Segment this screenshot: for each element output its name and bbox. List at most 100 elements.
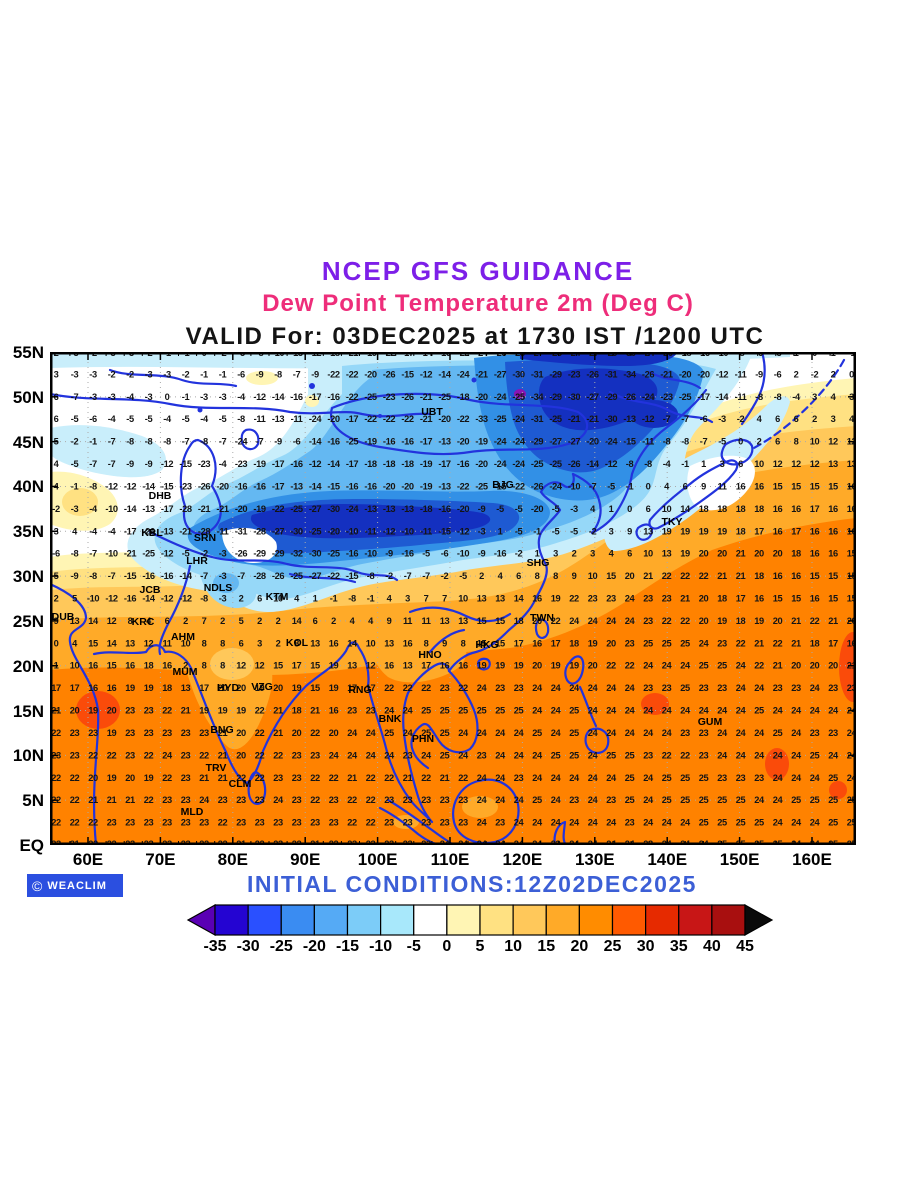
grid-value: -2 [200, 549, 208, 559]
grid-value: -16 [327, 437, 339, 447]
grid-value: 1 [535, 549, 540, 559]
grid-value: 17 [366, 683, 376, 693]
grid-value: -24 [309, 414, 322, 424]
city-label-lhr: LHR [186, 555, 208, 567]
grid-value: 22 [88, 818, 98, 828]
grid-value: 21 [736, 549, 746, 559]
grid-value: 17 [736, 594, 746, 604]
grid-value: -10 [401, 526, 413, 536]
grid-value: -2 [441, 571, 449, 581]
grid-value: 22 [384, 683, 394, 693]
grid-value: 24 [643, 728, 654, 738]
grid-value: 16 [847, 638, 856, 648]
grid-value: 23 [162, 795, 172, 805]
city-label-dhb: DHB [149, 490, 172, 502]
grid-value: 15 [606, 571, 616, 581]
grid-value: 18 [717, 504, 727, 514]
grid-value: 20 [532, 661, 542, 671]
grid-value: 20 [329, 728, 339, 738]
grid-value: 23 [125, 706, 135, 716]
grid-value: 23 [181, 818, 191, 828]
grid-value: 17 [51, 683, 61, 693]
grid-value: 23 [292, 795, 302, 805]
grid-value: 4 [72, 526, 78, 536]
grid-value: 24 [366, 728, 377, 738]
grid-value: 9 [387, 616, 392, 626]
grid-value: -4 [89, 504, 98, 514]
grid-value: 25 [514, 706, 524, 716]
grid-value: 24 [847, 728, 856, 738]
grid-value: 20 [754, 549, 764, 559]
grid-value: 15 [477, 638, 487, 648]
grid-value: -3 [89, 392, 97, 402]
grid-value: -27 [568, 437, 580, 447]
grid-value: 24 [699, 706, 710, 716]
grid-value: 23 [440, 683, 450, 693]
grid-value: 24 [588, 818, 599, 828]
grid-value: 20 [773, 549, 783, 559]
grid-value: -17 [272, 481, 284, 491]
grid-value: -5 [718, 437, 726, 447]
grid-value: 23 [643, 839, 653, 845]
grid-value: -21 [124, 549, 136, 559]
grid-value: 23 [791, 683, 801, 693]
grid-value: 25 [643, 638, 653, 648]
grid-value: 16 [828, 526, 838, 536]
grid-value: -33 [475, 414, 487, 424]
grid-value: 22 [347, 818, 357, 828]
grid-value: 1 [609, 504, 614, 514]
grid-value: 24 [754, 795, 765, 805]
grid-value: 10 [70, 661, 80, 671]
grid-value: 19 [125, 683, 135, 693]
grid-value: 5 [239, 616, 244, 626]
grid-value: -14 [179, 571, 192, 581]
grid-value: 19 [199, 706, 209, 716]
colorbar-tick: 35 [669, 938, 688, 955]
grid-value: -12 [161, 549, 173, 559]
city-label-kol: KOL [286, 637, 309, 649]
colorbar-segment [512, 904, 547, 936]
longitude-axis: 60E 70E 80E 90E 100E 110E 120E 130E 140E 150E 160E [50, 850, 856, 874]
grid-value: 4 [54, 459, 60, 469]
grid-value: 16 [125, 661, 135, 671]
grid-value: 24 [680, 818, 691, 828]
grid-value: -30 [512, 369, 524, 379]
grid-value: -18 [383, 459, 395, 469]
grid-value: -2 [145, 352, 153, 358]
grid-value: 23 [514, 683, 524, 693]
colorbar-segment [611, 904, 647, 936]
grid-value: 22 [51, 728, 61, 738]
grid-value: 23 [643, 616, 653, 626]
city-label-hyd: HYD [217, 682, 240, 694]
grid-value: 23 [236, 818, 246, 828]
grid-value: 23 [310, 750, 320, 760]
grid-value: 21 [680, 594, 690, 604]
grid-value: 23 [236, 795, 246, 805]
grid-value: -15 [494, 481, 506, 491]
grid-value: 25 [810, 795, 820, 805]
grid-value: -28 [253, 571, 265, 581]
city-label-ahm: AHM [171, 631, 195, 643]
grid-value: 16 [791, 504, 801, 514]
grid-value: -19 [364, 352, 376, 358]
grid-value: 24 [662, 706, 673, 716]
grid-value: 4 [590, 504, 596, 514]
grid-value: 16 [791, 571, 801, 581]
grid-value: -25 [364, 392, 376, 402]
grid-value: 24 [477, 728, 488, 738]
grid-value: -13 [290, 481, 302, 491]
grid-value: 23 [625, 638, 635, 648]
grid-value: 24 [810, 706, 821, 716]
grid-value: 25 [625, 750, 635, 760]
city-label-gum: GUM [698, 716, 723, 728]
grid-value: -3 [89, 369, 97, 379]
colorbar-tick: -15 [335, 938, 360, 955]
grid-value: -28 [179, 504, 191, 514]
grid-value: 19 [588, 638, 598, 648]
grid-value: 13 [440, 616, 450, 626]
grid-value: -16 [346, 549, 358, 559]
grid-value: -10 [364, 549, 376, 559]
grid-value: 23 [606, 795, 616, 805]
grid-value: 12 [810, 459, 820, 469]
grid-value: -9 [71, 571, 79, 581]
